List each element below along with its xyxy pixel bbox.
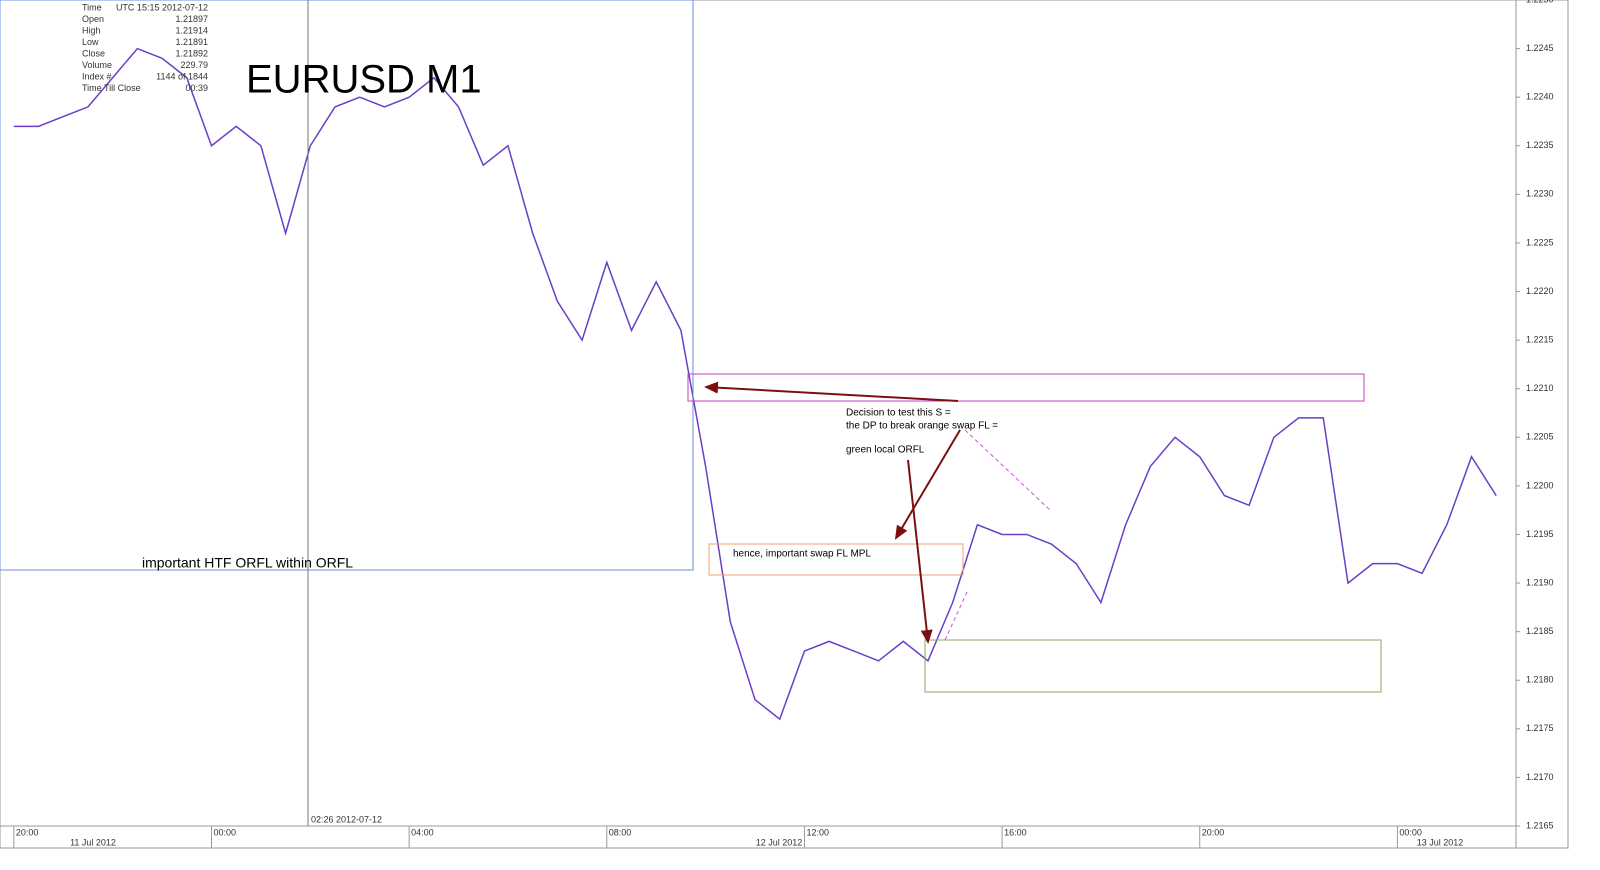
info-key: Index # <box>82 71 112 81</box>
x-tick-label: 08:00 <box>609 827 632 837</box>
date-label: 12 Jul 2012 <box>756 837 803 847</box>
annotation: Decision to test this S = <box>846 408 951 419</box>
y-tick-label: 1.2245 <box>1526 43 1554 53</box>
x-tick-label: 20:00 <box>1202 827 1225 837</box>
y-tick-label: 1.2230 <box>1526 189 1554 199</box>
price-axis <box>1515 0 1569 849</box>
resistance-box <box>687 373 1365 402</box>
info-value: UTC 15:15 2012-07-12 <box>116 2 208 12</box>
y-tick-label: 1.2165 <box>1526 820 1554 830</box>
y-tick-label: 1.2215 <box>1526 334 1554 344</box>
dashed-line <box>964 429 1051 511</box>
x-tick-label: 00:00 <box>213 827 236 837</box>
y-tick-label: 1.2180 <box>1526 675 1554 685</box>
arrow <box>704 381 959 402</box>
y-tick-label: 1.2170 <box>1526 772 1554 782</box>
info-key: Open <box>82 14 104 24</box>
x-tick-label: 16:00 <box>1004 827 1027 837</box>
y-tick-label: 1.2225 <box>1526 237 1554 247</box>
info-value: 1.21892 <box>175 48 208 58</box>
info-value: 1.21897 <box>175 14 208 24</box>
info-value: 00:39 <box>185 83 208 93</box>
info-value: 1.21891 <box>175 37 208 47</box>
x-tick-label: 20:00 <box>16 827 39 837</box>
annotation: hence, important swap FL MPL <box>733 549 871 560</box>
date-label: 11 Jul 2012 <box>70 837 116 847</box>
plot-area <box>0 0 1517 827</box>
y-tick-label: 1.2175 <box>1526 723 1554 733</box>
info-key: Close <box>82 48 105 58</box>
y-tick-label: 1.2235 <box>1526 140 1554 150</box>
time-axis <box>0 825 1517 849</box>
info-key: Time Till Close <box>82 83 141 93</box>
info-key: Time <box>82 2 102 12</box>
x-tick-label: 04:00 <box>411 827 434 837</box>
marks-layer <box>13 47 1497 721</box>
date-label: 13 Jul 2012 <box>1417 837 1464 847</box>
arrow <box>894 429 961 540</box>
info-key: Volume <box>82 60 112 70</box>
y-tick-label: 1.2250 <box>1526 0 1554 4</box>
crosshair-label: 02:26 2012-07-12 <box>311 814 382 824</box>
y-tick-label: 1.2220 <box>1526 286 1554 296</box>
dashed-line <box>944 589 969 641</box>
info-key: High <box>82 25 101 35</box>
info-key: Low <box>82 37 99 47</box>
annotation: the DP to break orange swap FL = <box>846 421 998 432</box>
info-value: 229.79 <box>180 60 208 70</box>
y-tick-label: 1.2210 <box>1526 383 1554 393</box>
info-value: 1144 of 1844 <box>156 71 208 81</box>
annotation: green local ORFL <box>846 445 925 456</box>
htf-box <box>0 0 694 571</box>
y-tick-label: 1.2200 <box>1526 480 1554 490</box>
info-value: 1.21914 <box>175 25 208 35</box>
x-tick-label: 00:00 <box>1399 827 1422 837</box>
y-tick-label: 1.2240 <box>1526 92 1554 102</box>
support-box <box>924 639 1382 693</box>
arrow <box>907 459 933 644</box>
price-line <box>13 47 1497 721</box>
chart-title: EURUSD M1 <box>246 58 482 102</box>
annotation: important HTF ORFL within ORFL <box>142 555 353 571</box>
y-tick-label: 1.2185 <box>1526 626 1554 636</box>
y-tick-label: 1.2190 <box>1526 577 1554 587</box>
swap-box <box>708 543 964 576</box>
y-tick-label: 1.2205 <box>1526 432 1554 442</box>
y-tick-label: 1.2195 <box>1526 529 1554 539</box>
x-tick-label: 12:00 <box>806 827 829 837</box>
